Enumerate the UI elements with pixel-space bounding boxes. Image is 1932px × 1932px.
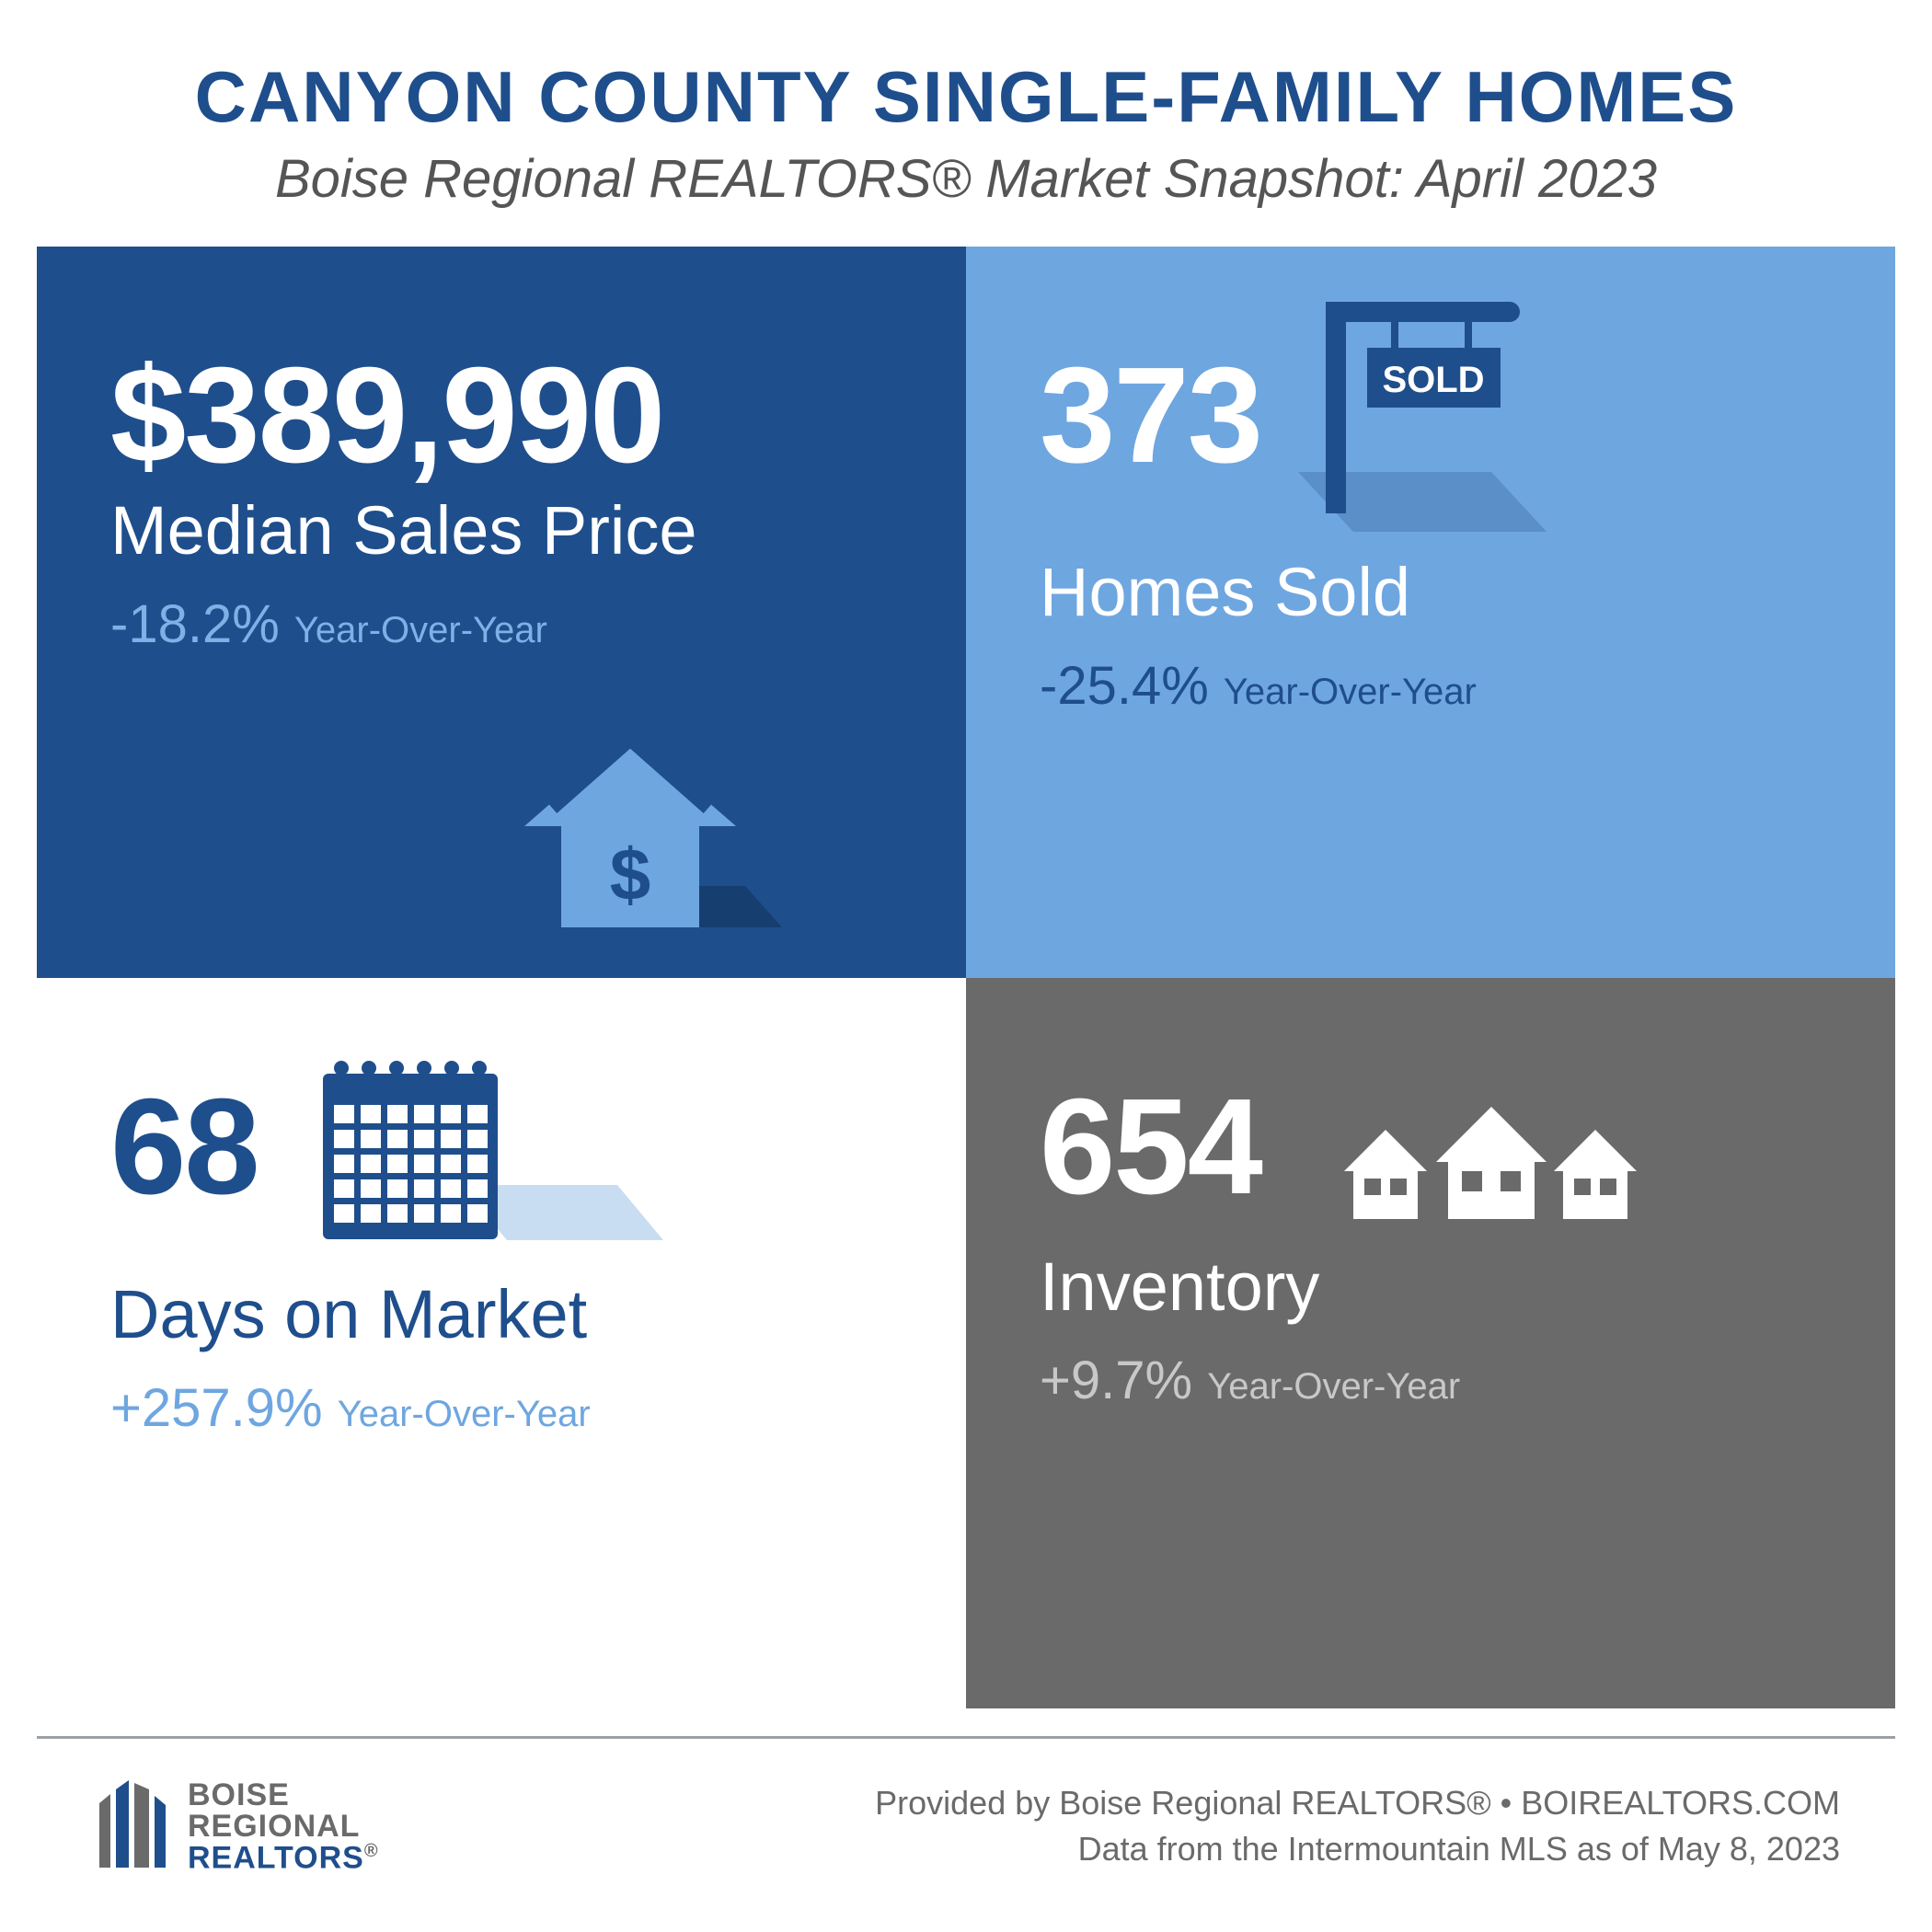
sold-text: SOLD [1382,360,1484,400]
median-price-yoy: Year-Over-Year [294,610,547,650]
page-title: CANYON COUNTY SINGLE-FAMILY HOMES [37,55,1895,139]
logo-line3: REALTORS [188,1840,364,1875]
logo-icon [92,1776,175,1877]
header: CANYON COUNTY SINGLE-FAMILY HOMES Boise … [0,0,1932,247]
inventory-yoy: Year-Over-Year [1207,1366,1460,1407]
logo-text: BOISE REGIONAL REALTORS® [188,1779,379,1873]
footer-text: Provided by Boise Regional REALTORS® • B… [875,1780,1840,1873]
cell-days-on-market: 68 [37,978,966,1709]
footer-line1: Provided by Boise Regional REALTORS® • B… [875,1780,1840,1826]
inventory-value: 654 [1040,1079,1261,1215]
cell-homes-sold: 373 SOLD Homes Sold [966,247,1895,978]
homes-sold-delta-value: -25.4% [1040,656,1209,716]
median-price-value: $389,990 [110,348,902,484]
dom-delta-value: +257.9% [110,1378,323,1438]
brr-logo: BOISE REGIONAL REALTORS® [92,1776,379,1877]
homes-sold-label: Homes Sold [1040,555,1831,629]
houses-icon [1335,1107,1648,1240]
logo-line1: BOISE [188,1779,379,1811]
dom-yoy: Year-Over-Year [338,1394,591,1434]
median-price-label: Median Sales Price [110,493,902,568]
footer: BOISE REGIONAL REALTORS® Provided by Boi… [37,1736,1895,1932]
homes-sold-delta: -25.4% Year-Over-Year [1040,655,1831,717]
cell-median-price: $389,990 Median Sales Price -18.2% Year-… [37,247,966,978]
inventory-label: Inventory [1040,1249,1831,1324]
page-subtitle: Boise Regional REALTORS® Market Snapshot… [37,148,1895,210]
sold-sign-icon: SOLD [1298,302,1583,546]
homes-sold-value: 373 [1040,348,1261,484]
stat-grid: $389,990 Median Sales Price -18.2% Year-… [37,247,1895,1708]
dom-value: 68 [110,1079,259,1215]
median-price-delta-value: -18.2% [110,594,280,654]
homes-sold-yoy: Year-Over-Year [1224,672,1477,712]
footer-line2: Data from the Intermountain MLS as of Ma… [875,1826,1840,1872]
inventory-delta-value: +9.7% [1040,1351,1192,1410]
dom-label: Days on Market [110,1277,902,1351]
median-price-delta: -18.2% Year-Over-Year [110,593,902,655]
logo-line2: REGIONAL [188,1811,379,1842]
calendar-icon [314,1061,673,1268]
inventory-delta: +9.7% Year-Over-Year [1040,1350,1831,1411]
logo-reg: ® [364,1841,379,1861]
house-dollar-icon: $ [506,697,800,950]
dom-delta: +257.9% Year-Over-Year [110,1377,902,1439]
svg-text:$: $ [610,834,651,915]
cell-inventory: 654 [966,978,1895,1709]
